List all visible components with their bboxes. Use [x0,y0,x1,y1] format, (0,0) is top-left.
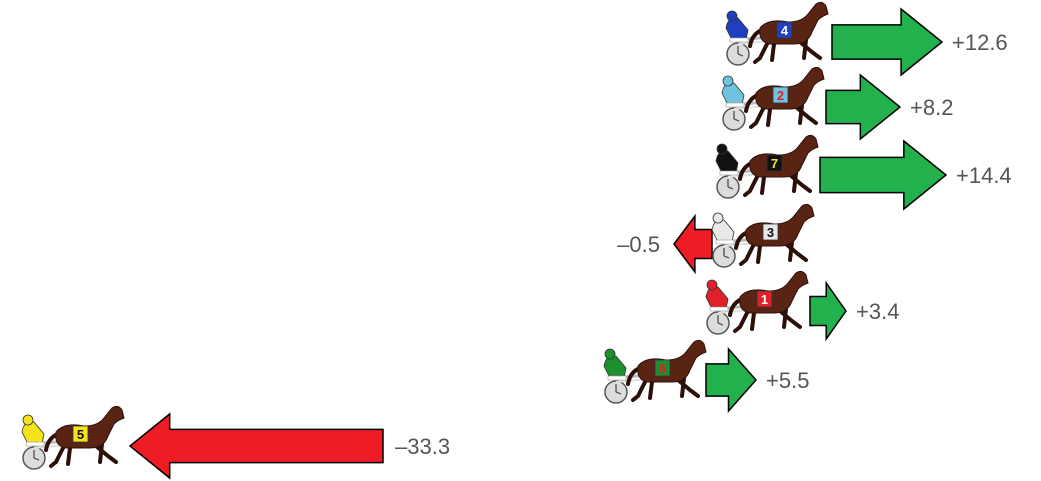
horse-row-1: 1 +3.4 [705,270,899,342]
harness-racer-icon: 2 [721,66,825,131]
saddle-number: 2 [777,88,784,103]
horse-row-3: 3 –0.5 [617,203,815,275]
horse-row-7: 7 +14.4 [715,134,1012,211]
change-label: +5.5 [766,368,809,393]
change-arrow [673,213,713,275]
change-label: +3.4 [856,299,899,324]
horse-row-4: 4 +12.6 [725,1,1008,77]
harness-racer-icon: 4 [725,1,829,66]
harness-racer-icon: 6 [603,339,707,404]
change-arrow [128,412,384,480]
horse-row-2: 2 +8.2 [721,66,953,141]
change-label: +14.4 [956,163,1012,188]
saddle-number: 7 [771,156,778,171]
saddle-number: 1 [761,292,768,307]
saddle-number: 4 [781,23,789,38]
change-arrow [819,139,948,211]
harness-racer-icon: 3 [711,203,815,268]
change-arrow [825,73,902,141]
change-arrow [809,280,847,342]
change-label: –33.3 [395,434,450,459]
harness-racer-icon: 7 [715,134,819,199]
horse-row-5: 5 –33.3 [21,405,450,480]
change-arrow [705,347,758,413]
saddle-number: 6 [659,361,666,376]
change-label: +8.2 [910,95,953,120]
harness-racer-icon: 5 [21,405,125,470]
harness-racer-icon: 1 [705,270,809,335]
change-label: +12.6 [952,30,1008,55]
saddle-number: 5 [77,427,84,442]
saddle-number: 3 [767,225,774,240]
horse-row-6: 6 +5.5 [603,339,809,413]
change-arrow [831,7,944,77]
change-label: –0.5 [617,232,660,257]
